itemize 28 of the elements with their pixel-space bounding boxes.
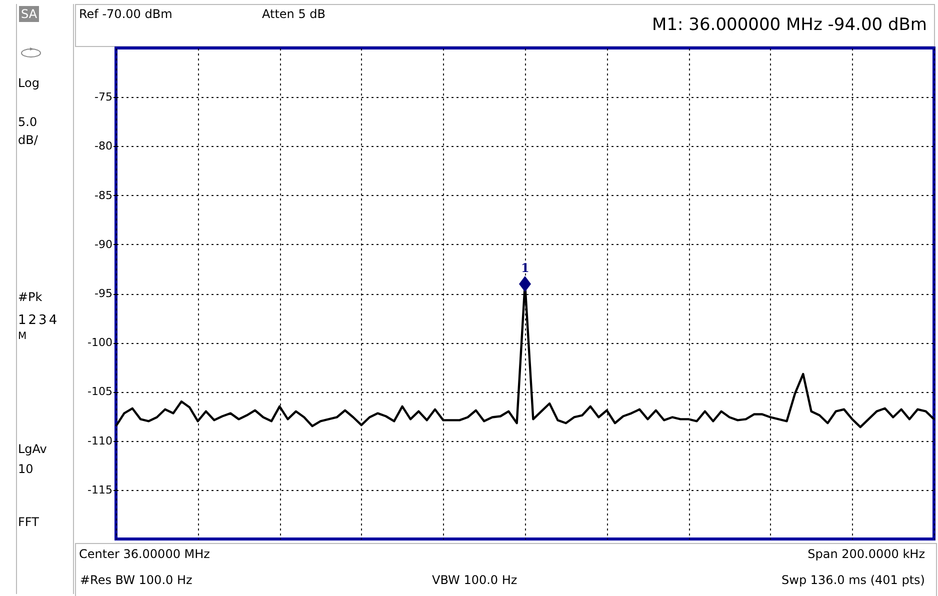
text: Span 200.0000 kHz <box>808 547 925 561</box>
text: 1234 <box>18 313 60 328</box>
text: #Pk <box>18 290 42 304</box>
y-tick-label: -90 <box>94 238 112 251</box>
y-tick-label: -105 <box>88 385 112 398</box>
text: Log <box>18 76 40 90</box>
y-tick-label: -100 <box>88 336 112 350</box>
y-tick-label: -95 <box>94 287 112 300</box>
text: #Res BW 100.0 Hz <box>80 573 192 587</box>
text: 10 <box>18 462 34 476</box>
y-tick-label: -80 <box>94 140 112 153</box>
y-tick-label: -85 <box>94 188 112 202</box>
text: 5.0 <box>18 115 38 129</box>
text: Center 36.00000 MHz <box>79 547 210 561</box>
text: Swp 136.0 ms (401 pts) <box>782 573 925 587</box>
text: Atten 5 dB <box>262 7 326 21</box>
text: FFT <box>18 515 39 529</box>
annotation: 1 <box>521 260 530 275</box>
text: M1: 36.000000 MHz -94.00 dBm <box>652 15 927 35</box>
text: LgAv <box>18 442 47 456</box>
text: SA <box>19 6 40 22</box>
text: dB/ <box>18 133 38 147</box>
y-tick-label: -115 <box>88 483 112 496</box>
text: Ref -70.00 dBm <box>79 7 172 21</box>
y-tick-label: -110 <box>88 434 112 448</box>
y-tick-label: -75 <box>94 90 112 104</box>
text: M <box>18 331 27 342</box>
text: VBW 100.0 Hz <box>432 573 518 587</box>
